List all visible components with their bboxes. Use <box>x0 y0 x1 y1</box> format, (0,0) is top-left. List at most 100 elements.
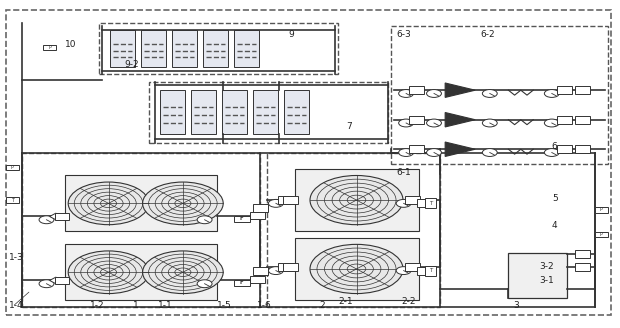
Bar <box>65 244 217 300</box>
Bar <box>253 204 268 212</box>
Text: 2-2: 2-2 <box>402 297 416 306</box>
Circle shape <box>544 90 559 97</box>
Text: 3: 3 <box>513 301 519 310</box>
Bar <box>417 199 432 207</box>
Bar <box>250 212 265 219</box>
Text: 6-3: 6-3 <box>397 31 412 39</box>
Bar <box>294 169 419 231</box>
Text: P: P <box>600 207 603 213</box>
Circle shape <box>427 149 441 156</box>
Circle shape <box>427 90 441 97</box>
Text: P: P <box>11 165 14 170</box>
Bar <box>6 165 19 170</box>
Circle shape <box>399 90 414 97</box>
Text: 1-1: 1-1 <box>158 301 173 310</box>
Bar <box>595 207 608 213</box>
Bar <box>284 90 309 134</box>
Circle shape <box>197 280 212 288</box>
Circle shape <box>68 182 149 225</box>
Text: 3-1: 3-1 <box>539 277 554 285</box>
Bar <box>283 263 298 271</box>
Circle shape <box>268 267 283 275</box>
Text: 2: 2 <box>319 301 325 310</box>
Bar <box>65 175 217 231</box>
Bar <box>191 90 216 134</box>
Text: T: T <box>429 201 433 206</box>
Circle shape <box>39 216 54 224</box>
Bar <box>409 145 424 153</box>
Bar <box>6 197 19 203</box>
Bar <box>557 145 572 153</box>
Bar <box>55 213 69 220</box>
Bar <box>250 276 265 283</box>
Circle shape <box>482 149 497 156</box>
Text: 1: 1 <box>133 301 139 310</box>
Circle shape <box>544 119 559 127</box>
Bar <box>595 232 608 237</box>
Text: P: P <box>48 45 51 50</box>
Bar <box>557 86 572 94</box>
Text: 6: 6 <box>552 142 557 151</box>
Bar <box>575 250 590 258</box>
Circle shape <box>143 251 223 294</box>
Text: 4: 4 <box>552 221 557 230</box>
Bar <box>278 263 293 271</box>
Bar <box>234 30 259 67</box>
Bar <box>43 45 56 50</box>
Circle shape <box>544 149 559 156</box>
Circle shape <box>39 280 54 288</box>
Circle shape <box>197 216 212 224</box>
Bar <box>267 153 440 307</box>
Text: 5: 5 <box>552 195 557 203</box>
Bar <box>278 196 293 204</box>
Bar <box>409 116 424 124</box>
Bar <box>160 90 185 134</box>
Text: 1-6: 1-6 <box>257 301 272 310</box>
Bar <box>425 198 436 208</box>
Text: P: P <box>600 232 603 237</box>
Bar <box>391 26 608 164</box>
Circle shape <box>310 244 403 294</box>
Bar <box>425 266 436 276</box>
Bar <box>557 116 572 124</box>
Bar <box>110 30 135 67</box>
Text: 1-2: 1-2 <box>90 301 105 310</box>
Text: 1-5: 1-5 <box>217 301 232 310</box>
Circle shape <box>310 175 403 225</box>
Text: 2-1: 2-1 <box>338 297 353 306</box>
Circle shape <box>399 149 414 156</box>
Text: 6-1: 6-1 <box>397 168 412 177</box>
Bar <box>99 23 338 74</box>
Bar <box>575 145 590 153</box>
Circle shape <box>399 119 414 127</box>
Circle shape <box>143 182 223 225</box>
Circle shape <box>396 267 411 275</box>
Circle shape <box>396 199 411 207</box>
Polygon shape <box>50 213 62 220</box>
Circle shape <box>68 251 149 294</box>
Text: 7: 7 <box>346 122 352 131</box>
Bar <box>294 238 419 300</box>
Bar <box>22 153 260 307</box>
Text: 1-4: 1-4 <box>9 301 24 310</box>
Text: 1-3: 1-3 <box>9 254 24 262</box>
Text: 3-2: 3-2 <box>539 262 554 271</box>
Text: 6-2: 6-2 <box>480 31 495 39</box>
Bar <box>417 267 432 275</box>
Bar <box>409 86 424 94</box>
Polygon shape <box>445 113 475 127</box>
Bar <box>405 196 420 204</box>
Bar <box>575 86 590 94</box>
Circle shape <box>427 119 441 127</box>
Bar <box>234 216 249 222</box>
Bar <box>253 267 268 275</box>
Polygon shape <box>445 83 475 97</box>
Bar <box>405 263 420 271</box>
Text: T: T <box>429 268 433 273</box>
Text: F: F <box>240 216 244 221</box>
Circle shape <box>482 90 497 97</box>
Bar <box>283 196 298 204</box>
Bar <box>141 30 166 67</box>
Text: 10: 10 <box>65 40 77 49</box>
Bar <box>55 277 69 284</box>
